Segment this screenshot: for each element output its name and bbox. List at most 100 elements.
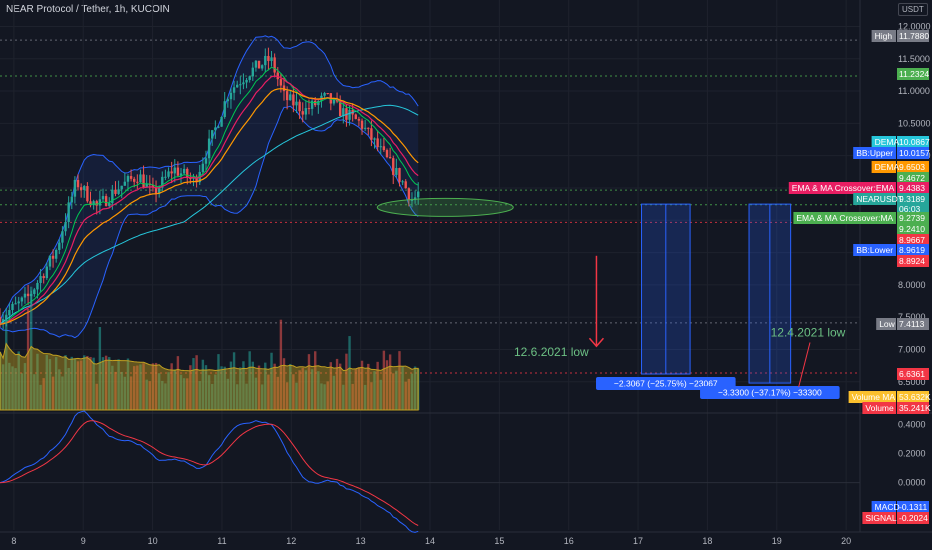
candle-body <box>245 79 248 83</box>
price-labels: 11.7880High11.232410.0867DEMA10.0157BB:U… <box>788 30 931 524</box>
price-label-value-bg <box>897 147 929 159</box>
candle-body <box>254 60 258 68</box>
price-label-name-bg <box>788 182 896 194</box>
volume-bar <box>395 370 398 410</box>
volume-bar <box>285 382 289 410</box>
volume-bar <box>126 358 130 410</box>
candle-body <box>167 171 170 177</box>
price-label-value-bg <box>897 30 929 42</box>
annotation-text: 12.4.2021 low <box>771 326 846 340</box>
volume-ma-area <box>0 342 419 411</box>
volume-bar <box>270 352 273 410</box>
price-label-value: 6.6361 <box>899 369 925 379</box>
volume-bar <box>79 360 83 410</box>
volume-bar <box>245 383 248 410</box>
candle-body <box>370 128 373 140</box>
volume-bar <box>1 364 5 410</box>
candle-body <box>273 57 276 73</box>
volume-bar <box>92 357 95 410</box>
candle-body <box>33 289 36 294</box>
volume-bar <box>182 378 186 410</box>
price-label-value-bg <box>897 244 929 256</box>
candle-body <box>45 266 49 279</box>
candle-body <box>385 150 389 158</box>
volume-bar <box>70 356 73 410</box>
candle-body <box>117 189 120 194</box>
candle-body <box>170 171 173 174</box>
volume-bar <box>14 368 17 410</box>
volume-bar <box>257 365 261 410</box>
volume-bar <box>204 365 208 410</box>
candle-body <box>39 276 42 283</box>
price-label-name-bg <box>853 244 896 256</box>
macd-pane <box>0 410 860 533</box>
candle-body <box>86 186 89 202</box>
candle-body <box>114 189 117 194</box>
volume-bar <box>388 354 392 410</box>
candle-body <box>326 93 329 95</box>
volume-bar <box>370 382 373 410</box>
currency-badge[interactable]: USDT <box>898 3 928 16</box>
chart-title: NEAR Protocol / Tether, 1h, KUCOIN <box>6 4 170 15</box>
volume-bar <box>248 351 251 410</box>
volume-bar <box>329 362 333 410</box>
candle-body <box>151 185 155 188</box>
volume-bar <box>108 357 111 410</box>
volume-bar <box>326 381 329 410</box>
price-label-value-bg <box>897 182 929 194</box>
price-label-value: 11.7880 <box>899 31 929 41</box>
volume-bar <box>254 377 258 410</box>
candle-body <box>195 177 198 183</box>
candle-body <box>307 108 311 110</box>
annotation-text: 12.6.2021 low <box>514 345 589 359</box>
macd-label-value-bg <box>897 512 929 524</box>
price-label-value-bg <box>897 172 929 184</box>
candle-body <box>157 187 161 194</box>
candle-body <box>373 138 376 140</box>
price-label-value: 06:03 <box>899 204 921 214</box>
candle-body <box>335 99 339 102</box>
price-label-name: EMA & MA Crossover:MA <box>796 213 893 223</box>
candle-body <box>20 297 24 302</box>
volume-bar <box>207 375 211 410</box>
measurements: −2.3067 (−25.75%) −23067−3.3300 (−37.17%… <box>376 197 846 400</box>
candle-body <box>410 200 414 202</box>
price-label-name-bg <box>853 147 896 159</box>
volume-bar <box>401 366 404 410</box>
macd-label-value: -0.1311 <box>899 502 927 512</box>
candle-body <box>108 203 111 206</box>
candle-body <box>251 67 254 77</box>
macd-tick: 0.4000 <box>898 419 926 429</box>
indicator-lines <box>0 66 419 325</box>
volume-bar <box>367 363 370 410</box>
price-tick: 10.5000 <box>898 118 931 128</box>
dema-line <box>0 88 419 325</box>
volume-bar <box>392 373 395 410</box>
candle-body <box>242 82 245 85</box>
price-label-name-bg <box>793 212 896 224</box>
volume-bar <box>36 353 39 410</box>
volume-bar <box>198 381 201 410</box>
volume-bar <box>342 384 345 410</box>
candle-body <box>395 168 398 175</box>
candle-body <box>304 108 308 115</box>
macd-label-name: MACD <box>875 502 900 512</box>
volume-bar <box>176 356 180 410</box>
volume-bar <box>220 366 223 410</box>
candle-body <box>76 179 80 188</box>
candle-body <box>270 57 273 61</box>
candle-body <box>382 146 386 151</box>
volume-bar <box>226 378 230 410</box>
volume-bar <box>164 383 167 410</box>
bb-fill <box>0 35 419 338</box>
candle-body <box>235 84 239 88</box>
price-label-value: 9.2739 <box>899 213 925 223</box>
price-tick: 8.0000 <box>898 280 926 290</box>
volume-bar <box>111 365 114 410</box>
candle-body <box>417 191 420 198</box>
volume-bar <box>104 355 108 410</box>
volume-bar <box>173 369 176 410</box>
volume-bar <box>154 362 158 410</box>
candle-body <box>161 176 164 188</box>
